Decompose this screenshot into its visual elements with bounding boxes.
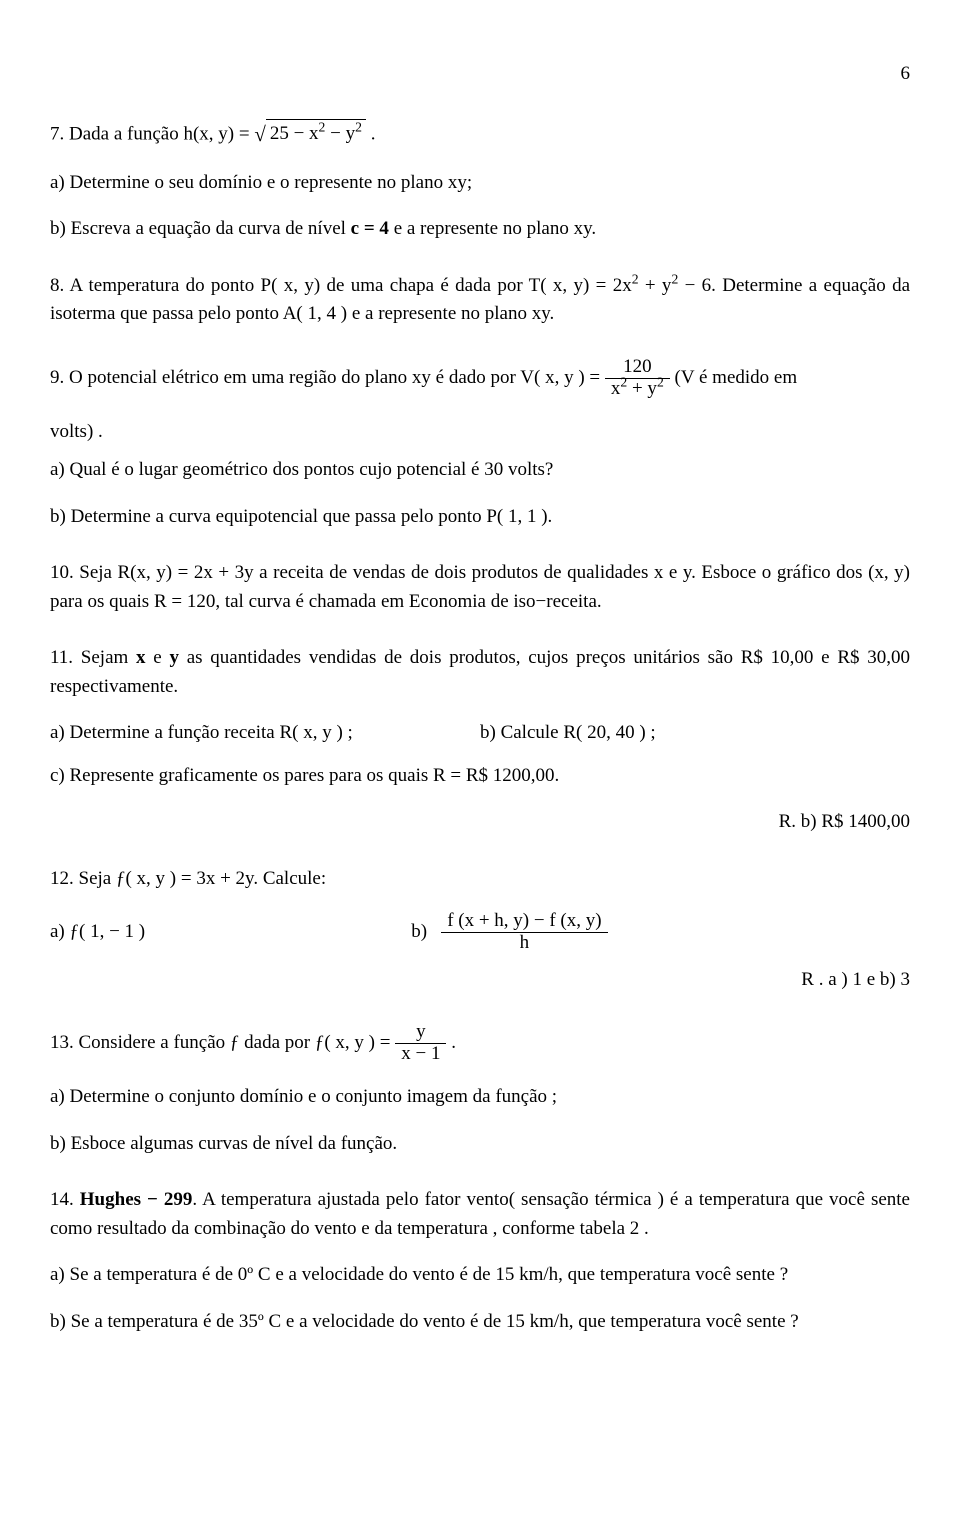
question-7: 7. Dada a função h(x, y) = √ 25 − x 2 − y… (50, 119, 910, 244)
q9-fraction: 120 x2 + y2 (605, 357, 670, 400)
q9-den-b: + y (627, 378, 657, 399)
q11-x: x (136, 647, 146, 668)
q11-y: y (169, 647, 179, 668)
question-10: 10. Seja R(x, y) = 2x + 3y a receita de … (50, 559, 910, 616)
q13-stem: 13. Considere a função ƒ dada por ƒ( x, … (50, 1022, 910, 1065)
q7-rad-a: 25 − x (270, 123, 319, 144)
q11-pc: c) Represente graficamente os pares para… (50, 762, 910, 791)
q14pb: b) Se a temperatura é de 35º C e a veloc… (50, 1308, 910, 1337)
q9-volts: volts) . (50, 418, 910, 447)
q8-mid: + y (639, 275, 672, 296)
q12b-num: f (x + h, y) − f (x, y) (441, 911, 607, 932)
q13-pre: 13. Considere a função ƒ dada por ƒ( x, … (50, 1032, 395, 1053)
q11-c: as quantidades vendidas de dois produtos… (50, 647, 910, 697)
q13a: a) Determine o conjunto domínio e o conj… (50, 1083, 910, 1112)
q11-pa: a) Determine a função receita R( x, y ) … (50, 719, 480, 748)
q10-text: 10. Seja R(x, y) = 2x + 3y a receita de … (50, 559, 910, 616)
q7-rad-b: − y (325, 123, 355, 144)
q7b: b) Escreva a equação da curva de nível c… (50, 215, 910, 244)
q11-b: e (146, 647, 170, 668)
sup-2: 2 (657, 374, 664, 389)
q14-bold: Hughes − 299 (80, 1189, 193, 1210)
q11-pb: b) Calcule R( 20, 40 ) ; (480, 719, 910, 748)
question-8: 8. A temperatura do ponto P( x, y) de um… (50, 272, 910, 329)
q8-pre: 8. A temperatura do ponto P( x, y) de um… (50, 275, 632, 296)
q9b: b) Determine a curva equipotencial que p… (50, 503, 910, 532)
q7b-bold: c = 4 (351, 218, 389, 239)
q12b-den: h (441, 932, 607, 954)
q13-post: . (451, 1032, 456, 1053)
q12b: b) f (x + h, y) − f (x, y) h (411, 911, 910, 954)
question-12: 12. Seja ƒ( x, y ) = 3x + 2y. Calcule: a… (50, 865, 910, 995)
q12b-label: b) (411, 918, 441, 947)
q13-fraction: y x − 1 (395, 1022, 446, 1065)
q11-stem: 11. Sejam x e y as quantidades vendidas … (50, 644, 910, 701)
sup-2: 2 (632, 272, 639, 287)
q7b-post: e a represente no plano xy. (389, 218, 596, 239)
question-9: 9. O potencial elétrico em uma região do… (50, 357, 910, 531)
question-11: 11. Sejam x e y as quantidades vendidas … (50, 644, 910, 837)
q14-stem: 14. Hughes − 299. A temperatura ajustada… (50, 1186, 910, 1243)
q7-text: 7. Dada a função h(x, y) = (50, 123, 254, 144)
sqrt-icon: √ 25 − x2 − y2 (254, 119, 366, 151)
q7-stem: 7. Dada a função h(x, y) = √ 25 − x 2 − y… (50, 119, 910, 151)
q12a: a) ƒ( 1, − 1 ) (50, 918, 411, 947)
question-13: 13. Considere a função ƒ dada por ƒ( x, … (50, 1022, 910, 1158)
q11-a: 11. Sejam (50, 647, 136, 668)
q9-stem: 9. O potencial elétrico em uma região do… (50, 357, 910, 400)
q7b-pre: b) Escreva a equação da curva de nível (50, 218, 351, 239)
q13-den: x − 1 (395, 1043, 446, 1065)
q13b: b) Esboce algumas curvas de nível da fun… (50, 1130, 910, 1159)
q11-answer: R. b) R$ 1400,00 (50, 808, 910, 837)
q13-num: y (395, 1022, 446, 1043)
question-14: 14. Hughes − 299. A temperatura ajustada… (50, 1186, 910, 1336)
q14-a: 14. (50, 1189, 80, 1210)
q7-radicand: 25 − x2 − y2 (266, 119, 366, 151)
q12-answer: R . a ) 1 e b) 3 (50, 966, 910, 995)
radical-symbol: √ (254, 119, 265, 151)
page-number: 6 (50, 60, 910, 89)
sup-2: 2 (355, 119, 362, 134)
q14pa: a) Se a temperatura é de 0º C e a veloci… (50, 1261, 910, 1290)
q7a: a) Determine o seu domínio e o represent… (50, 169, 910, 198)
q12-stem: 12. Seja ƒ( x, y ) = 3x + 2y. Calcule: (50, 865, 910, 894)
q9-pre: 9. O potencial elétrico em uma região do… (50, 367, 605, 388)
q8-text: 8. A temperatura do ponto P( x, y) de um… (50, 272, 910, 329)
q12-parts-row: a) ƒ( 1, − 1 ) b) f (x + h, y) − f (x, y… (50, 911, 910, 954)
q9-den-a: x (611, 378, 621, 399)
q9-post: (V é medido em (675, 367, 798, 388)
q9-den: x2 + y2 (605, 378, 670, 400)
q7-period: . (371, 123, 376, 144)
q11-parts-row: a) Determine a função receita R( x, y ) … (50, 719, 910, 748)
q9a: a) Qual é o lugar geométrico dos pontos … (50, 456, 910, 485)
q12b-fraction: f (x + h, y) − f (x, y) h (441, 911, 607, 954)
